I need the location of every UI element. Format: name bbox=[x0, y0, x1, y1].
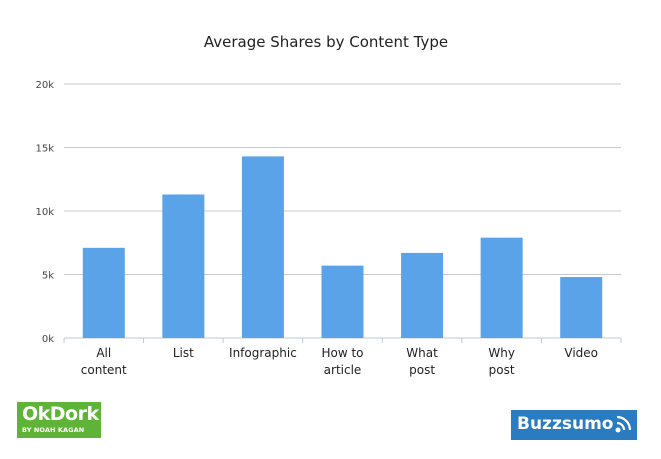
bar bbox=[321, 265, 364, 338]
okdork-logo: OkDork BY NOAH KAGAN bbox=[17, 402, 101, 438]
x-category-label: Video bbox=[564, 346, 598, 360]
bar bbox=[241, 156, 284, 338]
x-category-label: List bbox=[173, 346, 194, 360]
y-tick-label: 10k bbox=[35, 207, 54, 218]
okdork-logo-subtext: BY NOAH KAGAN bbox=[22, 426, 85, 434]
buzzsumo-logo: Buzzsumo bbox=[511, 410, 637, 440]
bar bbox=[480, 237, 523, 338]
bar bbox=[82, 247, 125, 338]
signal-wave-icon bbox=[615, 415, 632, 433]
okdork-logo-text: OkDork bbox=[22, 403, 99, 425]
chart-title: Average Shares by Content Type bbox=[204, 33, 448, 51]
y-tick-label: 15k bbox=[35, 144, 54, 155]
y-axis-ticks: 0k 5k 10k 15k 20k bbox=[35, 80, 54, 345]
y-tick-label: 5k bbox=[42, 271, 54, 282]
grid-lines bbox=[64, 83, 621, 339]
bar bbox=[162, 194, 205, 338]
bar bbox=[560, 277, 603, 338]
x-axis-labels: All content List Infographic How to article Wh… bbox=[81, 346, 598, 377]
x-category-label: All content bbox=[81, 346, 127, 377]
buzzsumo-logo-text: Buzzsumo bbox=[517, 414, 614, 434]
y-tick-label: 20k bbox=[35, 80, 54, 91]
bar-chart: Average Shares by Content Type 0k 5k 10k 15… bbox=[35, 33, 622, 377]
bars bbox=[63, 156, 622, 343]
bar bbox=[401, 252, 444, 338]
x-category-label: Infographic bbox=[229, 346, 297, 360]
y-tick-label: 0k bbox=[42, 334, 54, 345]
x-category-label: What post bbox=[406, 346, 438, 377]
x-category-label: How to article bbox=[321, 346, 363, 377]
x-category-label: Why post bbox=[488, 346, 515, 377]
